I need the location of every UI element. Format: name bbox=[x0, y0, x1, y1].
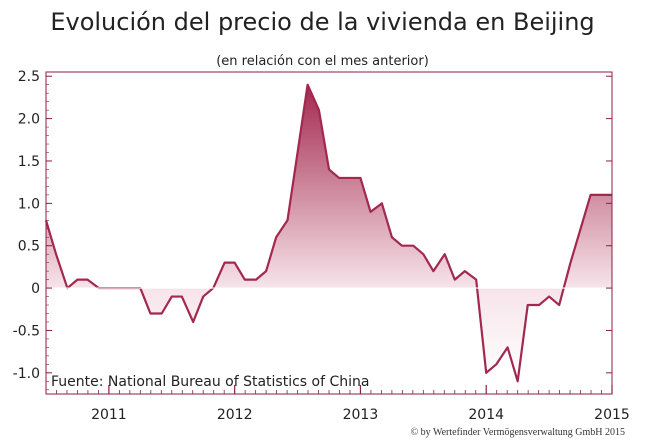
x-tick-label: 2013 bbox=[343, 407, 379, 423]
chart-subtitle: (en relación con el mes anterior) bbox=[216, 54, 429, 69]
area-positive bbox=[46, 84, 612, 289]
y-tick-label: 0 bbox=[31, 281, 40, 297]
chart-title: Evolución del precio de la vivienda en B… bbox=[50, 8, 595, 36]
axes: 2.5 2.0 1.5 1.0 0.5 0 -0.5 -1.0 2011 2012 2013 2014… bbox=[13, 69, 630, 423]
y-tick-label: 1.0 bbox=[18, 196, 40, 212]
y-tick-label: -0.5 bbox=[13, 323, 40, 339]
x-tick-label: 2011 bbox=[91, 407, 127, 423]
y-tick-label: 1.5 bbox=[18, 154, 40, 170]
copyright-note: © by Wertefinder Vermögensverwaltung Gmb… bbox=[410, 427, 625, 438]
y-tick-label: 2.5 bbox=[18, 69, 40, 85]
x-tick-label: 2012 bbox=[217, 407, 253, 423]
y-tick-label: 2.0 bbox=[18, 112, 40, 128]
area-negative bbox=[46, 288, 612, 382]
y-tick-label: 0.5 bbox=[18, 239, 40, 255]
y-tick-label: -1.0 bbox=[13, 366, 40, 382]
x-tick-label: 2014 bbox=[468, 407, 504, 423]
source-note: Fuente: National Bureau of Statistics of… bbox=[51, 374, 369, 390]
x-tick-label: 2015 bbox=[594, 407, 630, 423]
area-fill bbox=[46, 84, 612, 382]
